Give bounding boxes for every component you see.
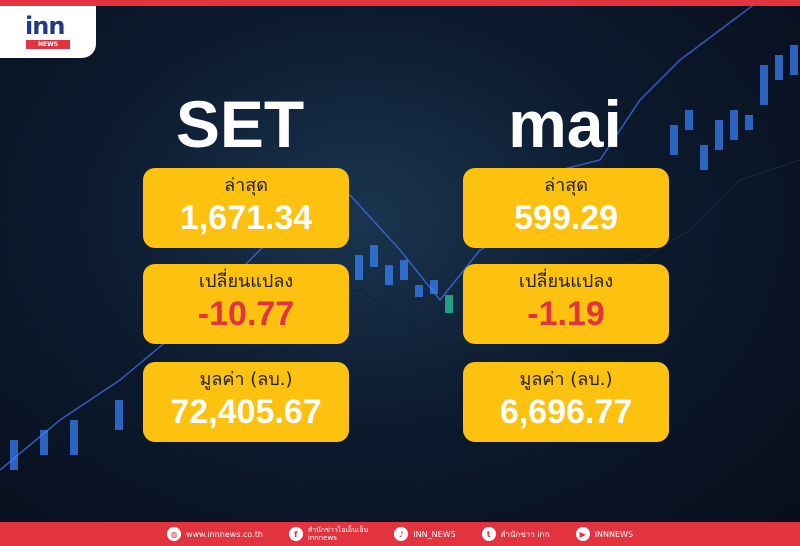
set-change-value: -10.77 [197, 295, 295, 333]
set-latest-card: ล่าสุด 1,671.34 [143, 168, 349, 248]
youtube-link[interactable]: ▶ INNNEWS [575, 527, 634, 541]
tiktok-icon: ♪ [394, 527, 409, 541]
set-value-card: มูลค่า (ลบ.) 72,405.67 [143, 362, 349, 442]
website-text: www.innnews.co.th [185, 529, 263, 539]
youtube-text: INNNEWS [594, 529, 634, 539]
mai-value-card: มูลค่า (ลบ.) 6,696.77 [463, 362, 669, 442]
tiktok-text: INN_NEWS [413, 529, 456, 539]
website-link[interactable]: ◍ www.innnews.co.th [166, 527, 263, 541]
set-value-value: 72,405.67 [170, 393, 322, 431]
twitter-text: สำนักข่าว inn [500, 529, 550, 539]
set-change-label: เปลี่ยนแปลง [198, 271, 294, 292]
twitter-link[interactable]: t สำนักข่าว inn [481, 527, 550, 541]
mai-latest-label: ล่าสุด [544, 175, 588, 196]
set-latest-label: ล่าสุด [224, 175, 268, 196]
set-title: SET [175, 87, 305, 161]
set-value-label: มูลค่า (ลบ.) [199, 369, 293, 390]
mai-value-label: มูลค่า (ลบ.) [519, 369, 613, 390]
inn-news-logo: inn NEWS [0, 6, 96, 58]
set-change-card: เปลี่ยนแปลง -10.77 [143, 264, 349, 344]
mai-title: mai [508, 87, 622, 161]
facebook-icon: f [288, 527, 303, 541]
logo-tag: NEWS [26, 40, 70, 49]
facebook-link[interactable]: f สำนักข่าวไอเอ็นเอ็น innnews [288, 526, 369, 542]
set-latest-value: 1,671.34 [179, 199, 313, 237]
mai-change-value: -1.19 [527, 295, 605, 333]
logo-brand: inn [25, 12, 65, 40]
facebook-handle: innnews [307, 534, 337, 542]
top-accent-bar [0, 0, 800, 6]
twitter-icon: t [481, 527, 496, 541]
mai-value-value: 6,696.77 [499, 393, 633, 431]
footer-social-bar: ◍ www.innnews.co.th f สำนักข่าวไอเอ็นเอ็น i… [0, 522, 800, 546]
facebook-text: สำนักข่าวไอเอ็นเอ็น [307, 526, 369, 534]
youtube-icon: ▶ [575, 527, 590, 541]
tiktok-link[interactable]: ♪ INN_NEWS [394, 527, 456, 541]
mai-change-card: เปลี่ยนแปลง -1.19 [463, 264, 669, 344]
mai-latest-value: 599.29 [514, 199, 618, 237]
mai-change-label: เปลี่ยนแปลง [518, 271, 614, 292]
globe-icon: ◍ [166, 527, 181, 541]
mai-latest-card: ล่าสุด 599.29 [463, 168, 669, 248]
